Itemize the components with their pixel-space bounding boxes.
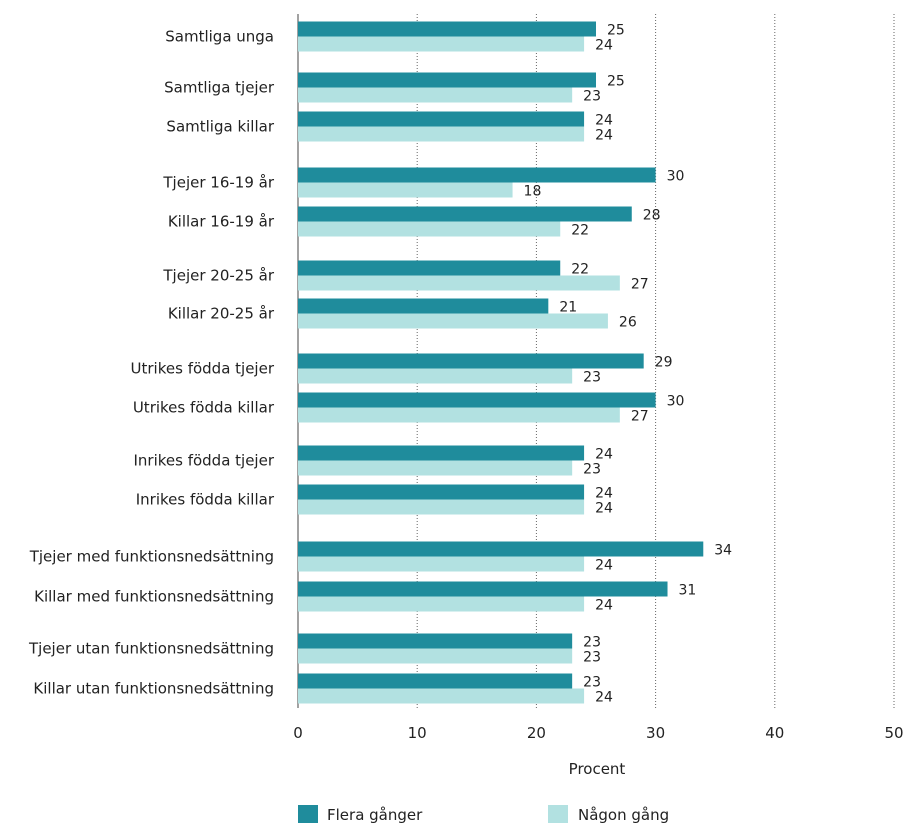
value-label-flera-ganger-utrikes-fodda-killar: 30: [667, 394, 685, 410]
category-label-killar-20-25-ar: Killar 20-25 år: [168, 305, 275, 323]
value-label-nagon-gang-utrikes-fodda-tjejer: 23: [583, 370, 601, 386]
x-tick-label-0: 0: [293, 724, 303, 742]
value-label-nagon-gang-samtliga-unga: 24: [595, 38, 613, 54]
value-label-flera-ganger-tjejer-med-funktionsnedsattning: 34: [714, 543, 732, 559]
value-label-nagon-gang-utrikes-fodda-killar: 27: [631, 409, 649, 425]
value-label-nagon-gang-tjejer-16-19-ar: 18: [524, 184, 542, 200]
legend-swatch-flera-ganger: [298, 805, 318, 823]
bar-flera-ganger-tjejer-20-25-ar: [298, 260, 561, 276]
bar-nagon-gang-inrikes-fodda-killar: [298, 499, 585, 515]
value-label-nagon-gang-tjejer-20-25-ar: 27: [631, 277, 649, 293]
bar-nagon-gang-samtliga-unga: [298, 36, 585, 52]
legend-swatch-nagon-gang: [548, 805, 568, 823]
x-tick-label-50: 50: [884, 724, 903, 742]
value-label-flera-ganger-samtliga-tjejer: 25: [607, 74, 625, 90]
category-label-tjejer-20-25-ar: Tjejer 20-25 år: [162, 267, 274, 285]
bar-nagon-gang-killar-20-25-ar: [298, 313, 608, 329]
category-label-tjejer-med-funktionsnedsattning: Tjejer med funktionsnedsättning: [29, 548, 274, 566]
bar-nagon-gang-killar-16-19-ar: [298, 221, 561, 237]
value-label-flera-ganger-killar-utan-funktionsnedsattning: 23: [583, 675, 601, 691]
category-label-utrikes-fodda-killar: Utrikes födda killar: [133, 399, 275, 417]
bar-flera-ganger-utrikes-fodda-tjejer: [298, 353, 644, 369]
value-label-nagon-gang-inrikes-fodda-killar: 24: [595, 501, 613, 517]
category-label-tjejer-utan-funktionsnedsattning: Tjejer utan funktionsnedsättning: [28, 640, 274, 658]
value-label-nagon-gang-tjejer-utan-funktionsnedsattning: 23: [583, 650, 601, 666]
bar-flera-ganger-inrikes-fodda-killar: [298, 484, 585, 500]
bar-nagon-gang-tjejer-utan-funktionsnedsattning: [298, 648, 573, 664]
bars-layer: [298, 21, 704, 704]
category-label-tjejer-16-19-ar: Tjejer 16-19 år: [162, 174, 274, 192]
x-tick-label-30: 30: [646, 724, 665, 742]
category-label-killar-utan-funktionsnedsattning: Killar utan funktionsnedsättning: [33, 680, 274, 698]
bar-flera-ganger-samtliga-unga: [298, 21, 596, 37]
bar-nagon-gang-utrikes-fodda-killar: [298, 407, 620, 423]
bar-nagon-gang-tjejer-16-19-ar: [298, 182, 513, 198]
value-label-flera-ganger-samtliga-killar: 24: [595, 113, 613, 129]
bar-nagon-gang-tjejer-20-25-ar: [298, 275, 620, 291]
value-label-flera-ganger-inrikes-fodda-killar: 24: [595, 486, 613, 502]
bar-flera-ganger-killar-20-25-ar: [298, 298, 549, 314]
bar-nagon-gang-killar-utan-funktionsnedsattning: [298, 688, 585, 704]
value-label-flera-ganger-samtliga-unga: 25: [607, 23, 625, 39]
value-label-nagon-gang-killar-16-19-ar: 22: [571, 223, 589, 239]
category-label-samtliga-unga: Samtliga unga: [165, 28, 274, 46]
x-tick-label-40: 40: [765, 724, 784, 742]
bar-flera-ganger-samtliga-tjejer: [298, 72, 596, 88]
value-label-nagon-gang-samtliga-killar: 24: [595, 128, 613, 144]
bar-nagon-gang-killar-med-funktionsnedsattning: [298, 596, 585, 612]
bar-flera-ganger-tjejer-utan-funktionsnedsattning: [298, 633, 573, 649]
bar-nagon-gang-tjejer-med-funktionsnedsattning: [298, 556, 585, 572]
legend-label-flera-ganger: Flera gånger: [327, 806, 423, 823]
legend-label-nagon-gang: Någon gång: [578, 806, 669, 823]
legend: Flera gånger Någon gång: [298, 805, 669, 823]
bar-flera-ganger-tjejer-16-19-ar: [298, 167, 656, 183]
value-label-flera-ganger-killar-20-25-ar: 21: [559, 300, 577, 316]
value-label-flera-ganger-inrikes-fodda-tjejer: 24: [595, 447, 613, 463]
bar-nagon-gang-inrikes-fodda-tjejer: [298, 460, 573, 476]
value-label-flera-ganger-killar-16-19-ar: 28: [643, 208, 661, 224]
category-label-samtliga-killar: Samtliga killar: [166, 118, 274, 136]
bar-flera-ganger-inrikes-fodda-tjejer: [298, 445, 585, 461]
bar-flera-ganger-killar-16-19-ar: [298, 206, 632, 222]
value-label-nagon-gang-inrikes-fodda-tjejer: 23: [583, 462, 601, 478]
value-label-flera-ganger-tjejer-16-19-ar: 30: [667, 169, 685, 185]
value-label-nagon-gang-samtliga-tjejer: 23: [583, 89, 601, 105]
bar-flera-ganger-utrikes-fodda-killar: [298, 392, 656, 408]
value-label-flera-ganger-tjejer-utan-funktionsnedsattning: 23: [583, 635, 601, 651]
bar-flera-ganger-killar-utan-funktionsnedsattning: [298, 673, 573, 689]
value-label-nagon-gang-killar-med-funktionsnedsattning: 24: [595, 598, 613, 614]
category-label-inrikes-fodda-killar: Inrikes födda killar: [136, 491, 275, 509]
bar-flera-ganger-tjejer-med-funktionsnedsattning: [298, 541, 704, 557]
x-axis-ticks: 0 10 20 30 40 50: [293, 724, 903, 742]
category-label-killar-16-19-ar: Killar 16-19 år: [168, 213, 275, 231]
category-label-killar-med-funktionsnedsattning: Killar med funktionsnedsättning: [34, 588, 274, 606]
category-label-inrikes-fodda-tjejer: Inrikes födda tjejer: [133, 452, 274, 470]
value-label-flera-ganger-utrikes-fodda-tjejer: 29: [655, 355, 673, 371]
x-tick-label-20: 20: [527, 724, 546, 742]
bar-flera-ganger-samtliga-killar: [298, 111, 585, 127]
bar-flera-ganger-killar-med-funktionsnedsattning: [298, 581, 668, 597]
category-label-samtliga-tjejer: Samtliga tjejer: [164, 79, 275, 97]
x-tick-label-10: 10: [408, 724, 427, 742]
value-label-nagon-gang-killar-20-25-ar: 26: [619, 315, 637, 331]
category-label-utrikes-fodda-tjejer: Utrikes födda tjejer: [131, 360, 275, 378]
value-label-flera-ganger-tjejer-20-25-ar: 22: [571, 262, 589, 278]
value-label-flera-ganger-killar-med-funktionsnedsattning: 31: [679, 583, 697, 599]
value-label-nagon-gang-killar-utan-funktionsnedsattning: 24: [595, 690, 613, 706]
bar-nagon-gang-samtliga-tjejer: [298, 87, 573, 103]
bar-nagon-gang-utrikes-fodda-tjejer: [298, 368, 573, 384]
x-axis-title: Procent: [569, 760, 626, 778]
bar-nagon-gang-samtliga-killar: [298, 126, 585, 142]
value-label-nagon-gang-tjejer-med-funktionsnedsattning: 24: [595, 558, 613, 574]
